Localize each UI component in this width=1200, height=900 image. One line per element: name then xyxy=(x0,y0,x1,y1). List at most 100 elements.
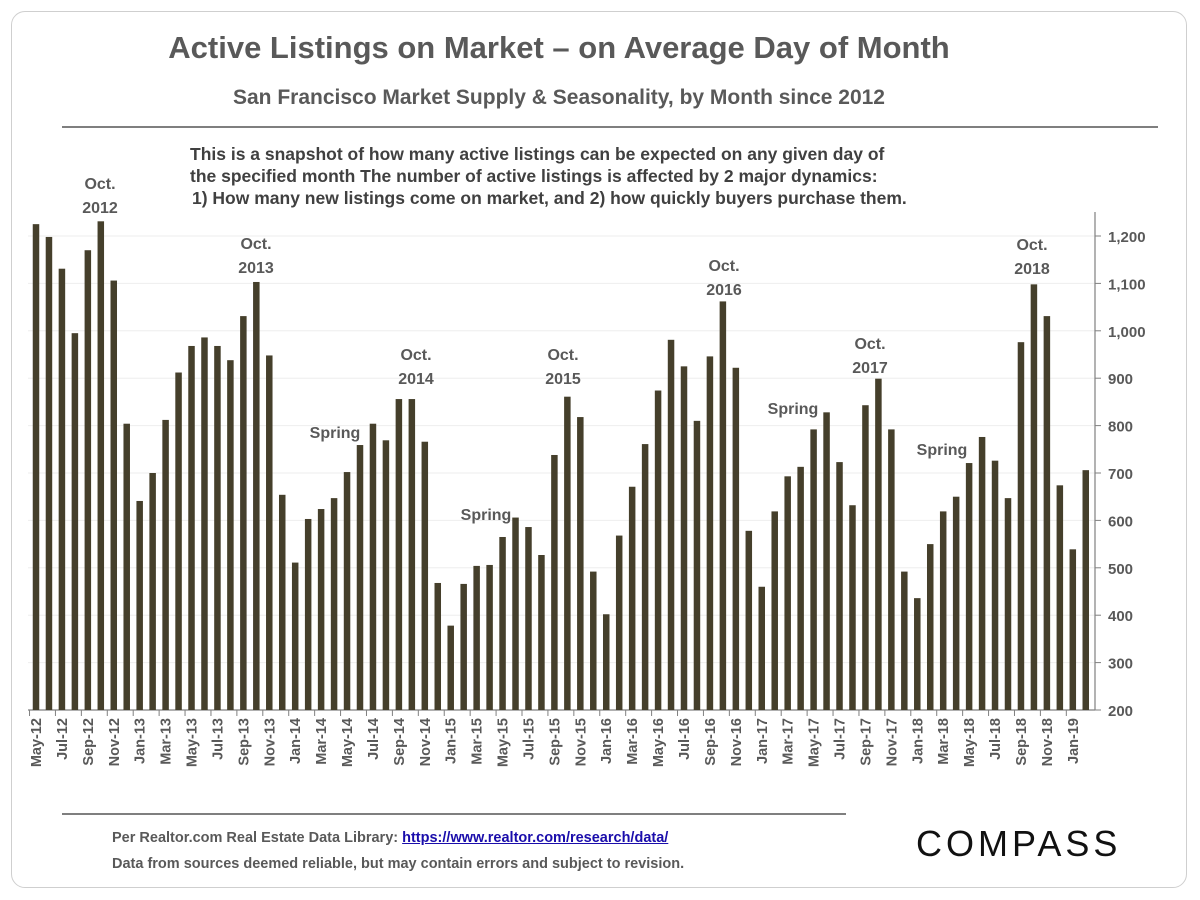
x-tick-label: May-16 xyxy=(651,718,667,767)
bar-May-13 xyxy=(188,345,195,710)
bar-Mar-16 xyxy=(628,486,636,710)
annotation-year: 2018 xyxy=(1014,261,1050,278)
bar-Aug-17 xyxy=(849,505,856,710)
bar-Jun-18 xyxy=(978,436,986,710)
note-line-2: the specified month The number of active… xyxy=(190,166,878,186)
y-tick-label: 700 xyxy=(1108,466,1133,483)
bar-Jan-16 xyxy=(602,614,610,710)
annotation-label: Spring xyxy=(917,442,968,459)
x-tick-label: Jul-12 xyxy=(55,718,71,760)
x-tick-label: Jul-14 xyxy=(366,718,382,760)
bar-Sep-12 xyxy=(84,250,92,710)
disclaimer: Data from sources deemed reliable, but m… xyxy=(112,856,685,872)
x-tick-label: May-12 xyxy=(29,718,45,767)
bar-May-18 xyxy=(965,463,973,710)
bar-Dec-17 xyxy=(901,571,908,710)
bar-Jul-13 xyxy=(214,345,221,710)
annotation-label: Oct. xyxy=(240,236,271,253)
bar-Aug-16 xyxy=(693,420,701,710)
x-tick-label: Jul-15 xyxy=(521,718,537,760)
x-tick-label: Sep-17 xyxy=(858,718,874,766)
annotation-label: Oct. xyxy=(547,347,578,364)
bar-Oct-16 xyxy=(719,301,727,710)
annotation-year: 2013 xyxy=(238,260,274,277)
bar-Jul-16 xyxy=(680,366,688,710)
y-tick-label: 400 xyxy=(1108,608,1133,625)
x-tick-label: Jan-19 xyxy=(1066,718,1082,764)
bar-Sep-14 xyxy=(395,399,403,710)
y-tick-label: 800 xyxy=(1108,419,1133,436)
annotation-label: Oct. xyxy=(400,347,431,364)
bar-Oct-17 xyxy=(875,378,882,710)
bar-Aug-14 xyxy=(382,440,390,710)
y-tick-label: 600 xyxy=(1108,513,1133,530)
bar-Dec-14 xyxy=(434,582,442,710)
x-tick-label: May-14 xyxy=(340,718,356,767)
bar-Nov-14 xyxy=(421,441,429,710)
y-tick-label: 1,200 xyxy=(1108,229,1146,246)
bar-Jan-14 xyxy=(291,562,299,710)
annotation-year: 2012 xyxy=(82,200,118,217)
x-tick-label: Nov-15 xyxy=(573,718,589,766)
x-tick-label: Jan-13 xyxy=(133,718,149,764)
x-tick-label: Jul-18 xyxy=(988,718,1004,760)
bar-Nov-12 xyxy=(110,280,118,710)
bar-Sep-17 xyxy=(862,405,869,710)
x-tick-label: Mar-16 xyxy=(625,718,641,765)
annotation-label: Oct. xyxy=(708,258,739,275)
x-tick-label: Jul-17 xyxy=(833,718,849,760)
annotation-label: Spring xyxy=(461,507,512,524)
bar-Jan-15 xyxy=(447,625,454,710)
bar-Jan-13 xyxy=(136,500,143,710)
bar-Sep-13 xyxy=(240,316,247,710)
x-tick-label: Nov-12 xyxy=(107,718,123,766)
bar-Feb-13 xyxy=(149,473,156,710)
bar-Sep-16 xyxy=(706,356,714,710)
annotation-year: 2016 xyxy=(706,282,742,299)
y-tick-label: 500 xyxy=(1108,561,1133,578)
bar-Feb-17 xyxy=(771,511,778,710)
annotation-label: Oct. xyxy=(84,176,115,193)
bar-Aug-15 xyxy=(538,555,545,710)
x-tick-label: Jul-16 xyxy=(677,718,693,760)
bar-Jan-18 xyxy=(914,598,921,710)
annotation-label: Spring xyxy=(310,425,361,442)
x-tick-label: Mar-18 xyxy=(936,718,952,765)
bar-Feb-19 xyxy=(1082,470,1090,710)
bar-Jul-15 xyxy=(525,527,532,710)
bar-Mar-13 xyxy=(162,419,169,710)
x-tick-label: Jan-17 xyxy=(755,718,771,764)
bar-Nov-13 xyxy=(266,355,273,710)
source-line: Per Realtor.com Real Estate Data Library… xyxy=(112,830,668,846)
bar-Feb-16 xyxy=(615,535,623,710)
bar-Oct-15 xyxy=(564,396,571,710)
bar-Mar-17 xyxy=(784,476,791,710)
bar-Jan-19 xyxy=(1069,549,1077,710)
bar-Jun-17 xyxy=(823,412,830,710)
x-tick-label: May-13 xyxy=(185,718,201,767)
bar-Apr-18 xyxy=(952,496,960,710)
x-tick-label: Nov-16 xyxy=(729,718,745,766)
footer-divider xyxy=(62,813,846,815)
note-line-1: This is a snapshot of how many active li… xyxy=(190,144,885,164)
x-tick-label: May-15 xyxy=(496,718,512,767)
x-tick-label: Nov-13 xyxy=(262,718,278,766)
x-tick-label: Mar-17 xyxy=(781,718,797,765)
x-tick-label: Mar-15 xyxy=(470,718,486,765)
bar-Apr-17 xyxy=(797,466,804,710)
y-tick-label: 300 xyxy=(1108,656,1133,673)
bar-Apr-14 xyxy=(330,498,338,710)
bar-May-15 xyxy=(499,536,506,710)
y-tick-label: 1,000 xyxy=(1108,324,1146,341)
source-link[interactable]: https://www.realtor.com/research/data/ xyxy=(402,830,669,846)
bar-Apr-15 xyxy=(486,564,493,710)
bar-May-17 xyxy=(810,429,817,710)
chart-title: Active Listings on Market – on Average D… xyxy=(168,30,950,65)
x-tick-label: Sep-16 xyxy=(703,718,719,766)
x-tick-label: Nov-17 xyxy=(884,718,900,766)
bar-Nov-16 xyxy=(732,367,740,710)
x-tick-label: Nov-18 xyxy=(1040,718,1056,766)
x-tick-label: Sep-14 xyxy=(392,718,408,766)
bar-Dec-15 xyxy=(590,571,597,710)
